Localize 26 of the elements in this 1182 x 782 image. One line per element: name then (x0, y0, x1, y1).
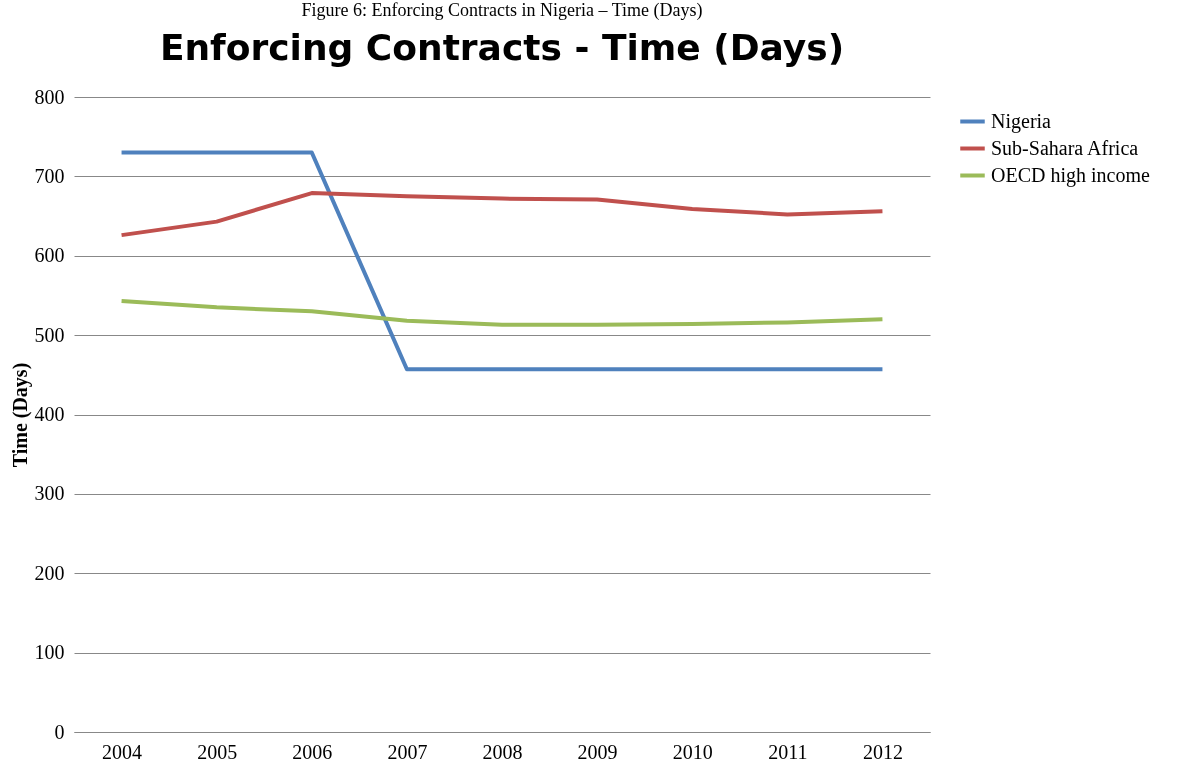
x-tick-label: 2012 (862, 740, 903, 763)
y-tick-label: 800 (34, 85, 65, 108)
y-tick-label: 700 (34, 164, 65, 187)
legend-label: OECD high income (991, 163, 1150, 187)
x-tick-label: 2005 (197, 740, 238, 763)
x-tick-label: 2008 (482, 740, 523, 763)
y-tick-label: 300 (34, 482, 65, 505)
y-tick-label: 0 (54, 720, 65, 743)
y-tick-label: 200 (34, 561, 65, 584)
line-series (119, 191, 885, 238)
x-tick-label: 2011 (768, 740, 808, 763)
chart-title: Enforcing Contracts - Time (Days) (159, 27, 845, 68)
legend-label: Nigeria (991, 109, 1052, 133)
x-tick-label: 2004 (102, 740, 143, 763)
y-tick-label: 400 (34, 403, 65, 425)
y-tick-label: 600 (34, 244, 65, 267)
caption: Figure 6: Enforcing Contracts in Nigeria – Time (Days) (301, 0, 703, 21)
line-series (119, 298, 885, 327)
x-tick-label: 2009 (577, 740, 618, 763)
x-tick-label: 2010 (672, 740, 713, 763)
legend-label: Sub-Sahara Africa (991, 136, 1139, 159)
y-tick-label: 500 (34, 323, 65, 346)
y-tick-label: 100 (34, 641, 65, 664)
x-tick-label: 2007 (387, 740, 428, 763)
x-tick-label: 2006 (292, 740, 333, 763)
y-axis-title: Time (Days) (8, 362, 32, 468)
